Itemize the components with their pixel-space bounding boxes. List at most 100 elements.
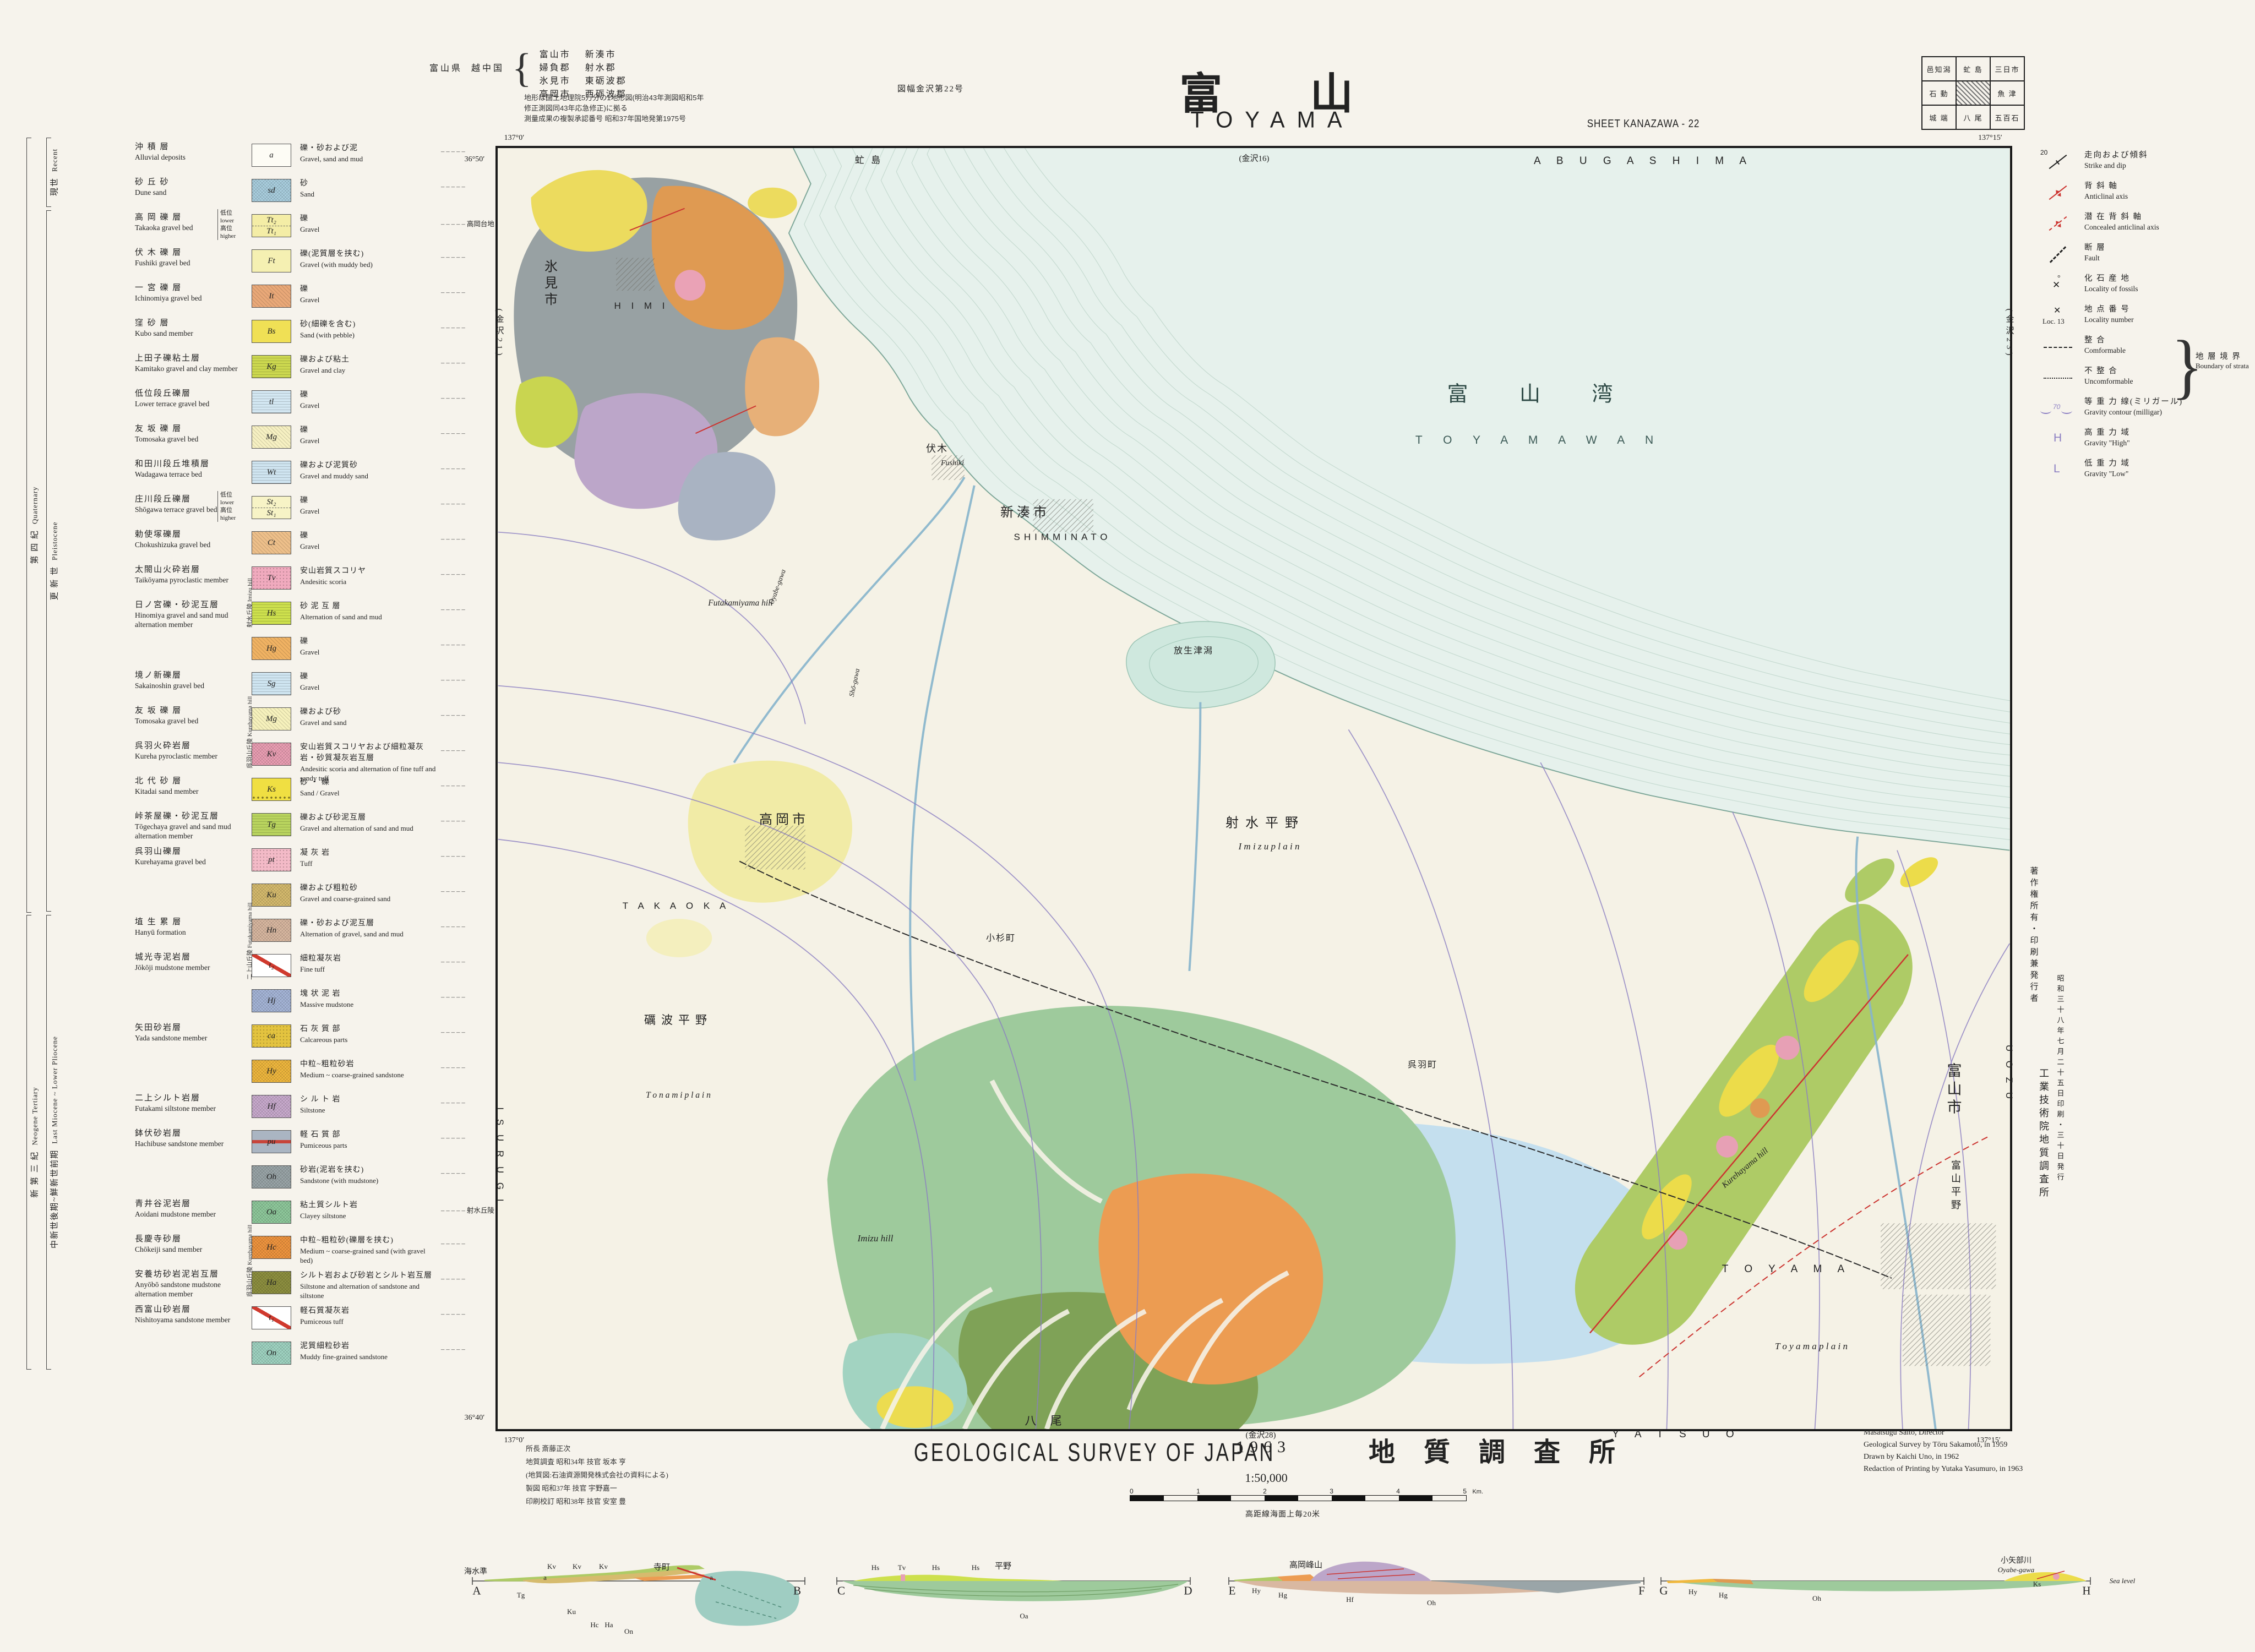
unit-color-swatch: Mg bbox=[252, 426, 291, 449]
lithology-en: Gravel bbox=[300, 648, 320, 656]
symbol-glyph: 70 bbox=[2039, 396, 2079, 422]
unit-symbol: ca bbox=[267, 1031, 276, 1040]
lithology-en: Muddy fine-grained sandstone bbox=[300, 1353, 388, 1361]
unit-name: 二上シルト岩層 Futakami siltstone member bbox=[135, 1093, 245, 1113]
symbol-row: 20 走向および傾斜 Strike and dip bbox=[2037, 148, 2252, 178]
lithology-ja: 砂 泥 互 層 bbox=[300, 602, 341, 610]
symbol-caption-ja: 化 石 産 地 bbox=[2084, 274, 2130, 283]
lithology-en: Massive mudstone bbox=[300, 1000, 354, 1008]
unit-name: 勅使塚礫層 Chokushizuka gravel bed bbox=[135, 530, 245, 549]
lithology-en: Alternation of sand and mud bbox=[300, 613, 382, 621]
unit-name-en: Taikōyama pyroclastic member bbox=[135, 576, 228, 584]
unit-symbol: Hf bbox=[267, 1102, 276, 1111]
lithology-ja: 粘土質シルト岩 bbox=[300, 1201, 358, 1209]
unit-lithology: 礫および粗粒砂 Gravel and coarse-grained sand bbox=[300, 883, 438, 903]
terrain-link bbox=[441, 394, 465, 402]
terrain-link bbox=[441, 1310, 465, 1318]
unit-color-swatch: Tg bbox=[252, 813, 291, 836]
symbol-row: L 低 重 力 域 Gravity "Low" bbox=[2037, 456, 2252, 487]
unit-lithology: 礫および粘土 Gravel and clay bbox=[300, 355, 438, 375]
legend-row: Ku 礫および粗粒砂 Gravel and coarse-grained san… bbox=[135, 877, 520, 913]
prefecture-label: 富山県 bbox=[429, 64, 463, 73]
era-bracket: 第 四 紀 Quaternary bbox=[26, 138, 41, 913]
unit-name-ja: 沖 積 層 bbox=[135, 143, 170, 151]
unit-name-en: Jōkōji mudstone member bbox=[135, 963, 210, 972]
unit-lithology: 礫 Gravel bbox=[300, 284, 438, 304]
map-title-en: TOYAMA bbox=[1190, 107, 1354, 133]
unit-lithology: 礫 Gravel bbox=[300, 672, 438, 692]
unit-lithology: 軽 石 質 部 Pumiceous parts bbox=[300, 1130, 438, 1150]
unit-color-swatch: Ct bbox=[252, 531, 291, 554]
lithology-en: Pumiceous tuff bbox=[300, 1317, 344, 1326]
legend-row: 沖 積 層 Alluvial deposits a 礫・砂および泥 Gravel… bbox=[135, 138, 520, 173]
era-label-ja: 現世 bbox=[50, 177, 59, 197]
terrain-link bbox=[441, 993, 465, 1001]
unit-name: 上田子礫粘土層 Kamitako gravel and clay member bbox=[135, 353, 245, 373]
map-label: 工業技術院地質調査所 bbox=[2038, 1068, 2049, 1200]
lithology-ja: シ ル ト 岩 bbox=[300, 1095, 341, 1104]
unit-color-swatch: Hj bbox=[252, 989, 291, 1012]
unit-lithology: 礫および砂泥互層 Gravel and alternation of sand … bbox=[300, 813, 438, 833]
symbol-caption: 背 斜 軸 Anticlinal axis bbox=[2084, 181, 2128, 201]
lithology-en: Gravel bbox=[300, 437, 320, 445]
unit-color-swatch: Hf bbox=[252, 1095, 291, 1118]
stratigraphic-legend: 沖 積 層 Alluvial deposits a 礫・砂および泥 Gravel… bbox=[135, 138, 540, 1371]
himi-hills-geology bbox=[514, 170, 820, 541]
unit-name-en: Hinomiya gravel and sand mud alternation… bbox=[135, 611, 228, 629]
unit-name-ja: 庄川段丘礫層 bbox=[135, 495, 192, 504]
scale-tick: 2 bbox=[1263, 1487, 1267, 1495]
symbol-caption: 地 点 番 号 Locality number bbox=[2084, 304, 2134, 324]
legend-row: 青井谷泥岩層 Aoidani mudstone member Oa 粘土質シルト… bbox=[135, 1195, 523, 1230]
lithology-ja: シルト岩および砂岩とシルト岩互層 bbox=[300, 1272, 432, 1280]
cross-sections bbox=[472, 1561, 2091, 1626]
unit-color-swatch: Tv bbox=[252, 566, 291, 590]
unit-name-en: Sakainoshin gravel bed bbox=[135, 681, 204, 690]
unit-name-ja: 呉羽山礫層 bbox=[135, 847, 182, 856]
unit-color-swatch: Oh bbox=[252, 1165, 291, 1188]
symbol-row: 70 等 重 力 線(ミリガール) Gravity contour (milli… bbox=[2037, 394, 2252, 425]
lithology-ja: 礫(泥質層を挟む) bbox=[300, 250, 364, 258]
symbol-row: 整 合 Comformable bbox=[2037, 332, 2252, 363]
era-label-ja: 更 新 世 bbox=[50, 565, 59, 601]
terrain-link bbox=[441, 359, 465, 367]
unit-lithology: 石 灰 質 部 Calcareous parts bbox=[300, 1024, 438, 1044]
unit-name-en: Kubo sand member bbox=[135, 329, 193, 337]
symbol-text: 70 bbox=[2053, 403, 2061, 411]
unit-symbol: Ft bbox=[268, 256, 275, 265]
unit-name-en: Nishitoyama sandstone member bbox=[135, 1316, 231, 1324]
unit-name: 城光寺泥岩層 Jōkōji mudstone member bbox=[135, 952, 245, 972]
lithology-ja: 石 灰 質 部 bbox=[300, 1025, 341, 1033]
lithology-en: Sand (with pebble) bbox=[300, 331, 355, 339]
unit-name: 低位段丘礫層 Lower terrace gravel bed bbox=[135, 389, 245, 408]
terrain-link bbox=[441, 782, 465, 790]
map-label: 著作権所有・印刷兼発行者 bbox=[2029, 866, 2038, 1005]
lithology-en: Fine tuff bbox=[300, 965, 325, 973]
unit-name-en: Aoidani mudstone member bbox=[135, 1210, 216, 1218]
unit-name-ja: 太閤山火砕岩層 bbox=[135, 565, 201, 574]
scale-tick: 4 bbox=[1396, 1487, 1400, 1495]
unit-color-swatch: Bs bbox=[252, 320, 291, 343]
unit-symbol: tl bbox=[269, 397, 274, 406]
symbol-caption-en: Locality of fossils bbox=[2084, 285, 2138, 293]
terrain-link bbox=[441, 324, 465, 332]
unit-symbol: pu bbox=[267, 1137, 276, 1146]
unit-symbol: Hy bbox=[266, 1066, 276, 1076]
unit-symbol: Tg bbox=[267, 820, 276, 829]
unit-name-en: Kitadai sand member bbox=[135, 787, 199, 795]
unit-name-en: Tomosaka gravel bed bbox=[135, 435, 199, 443]
municipality: 婦負郡 bbox=[539, 63, 571, 73]
credit-line-ja: (地質図:石油資源開発株式会社の資料による) bbox=[526, 1471, 668, 1479]
unit-color-swatch: Hg bbox=[252, 637, 291, 660]
terrain-link bbox=[441, 887, 465, 896]
lithology-en: Gravel (with muddy bed) bbox=[300, 260, 373, 269]
legend-row: 呉羽山礫層 Kurehayama gravel bed pt 凝 灰 岩 Tuf… bbox=[135, 842, 520, 877]
unit-name: 日ノ宮礫・砂泥互層 Hinomiya gravel and sand mud a… bbox=[135, 600, 245, 629]
lithology-en: Sand / Gravel bbox=[300, 789, 340, 797]
survey-note-line: 地形は国土地理院5万分の1地形図(明治43年測図昭和5年 bbox=[524, 94, 704, 102]
unit-color-swatch: It bbox=[252, 285, 291, 308]
symbol-caption: 低 重 力 域 Gravity "Low" bbox=[2084, 458, 2130, 478]
index-cell: 城 端 bbox=[1922, 105, 1956, 129]
unit-color-swatch: ca bbox=[252, 1024, 291, 1048]
unit-lithology: 礫 Gravel bbox=[300, 390, 438, 410]
symbol-caption: 断 層 Fault bbox=[2084, 242, 2106, 263]
